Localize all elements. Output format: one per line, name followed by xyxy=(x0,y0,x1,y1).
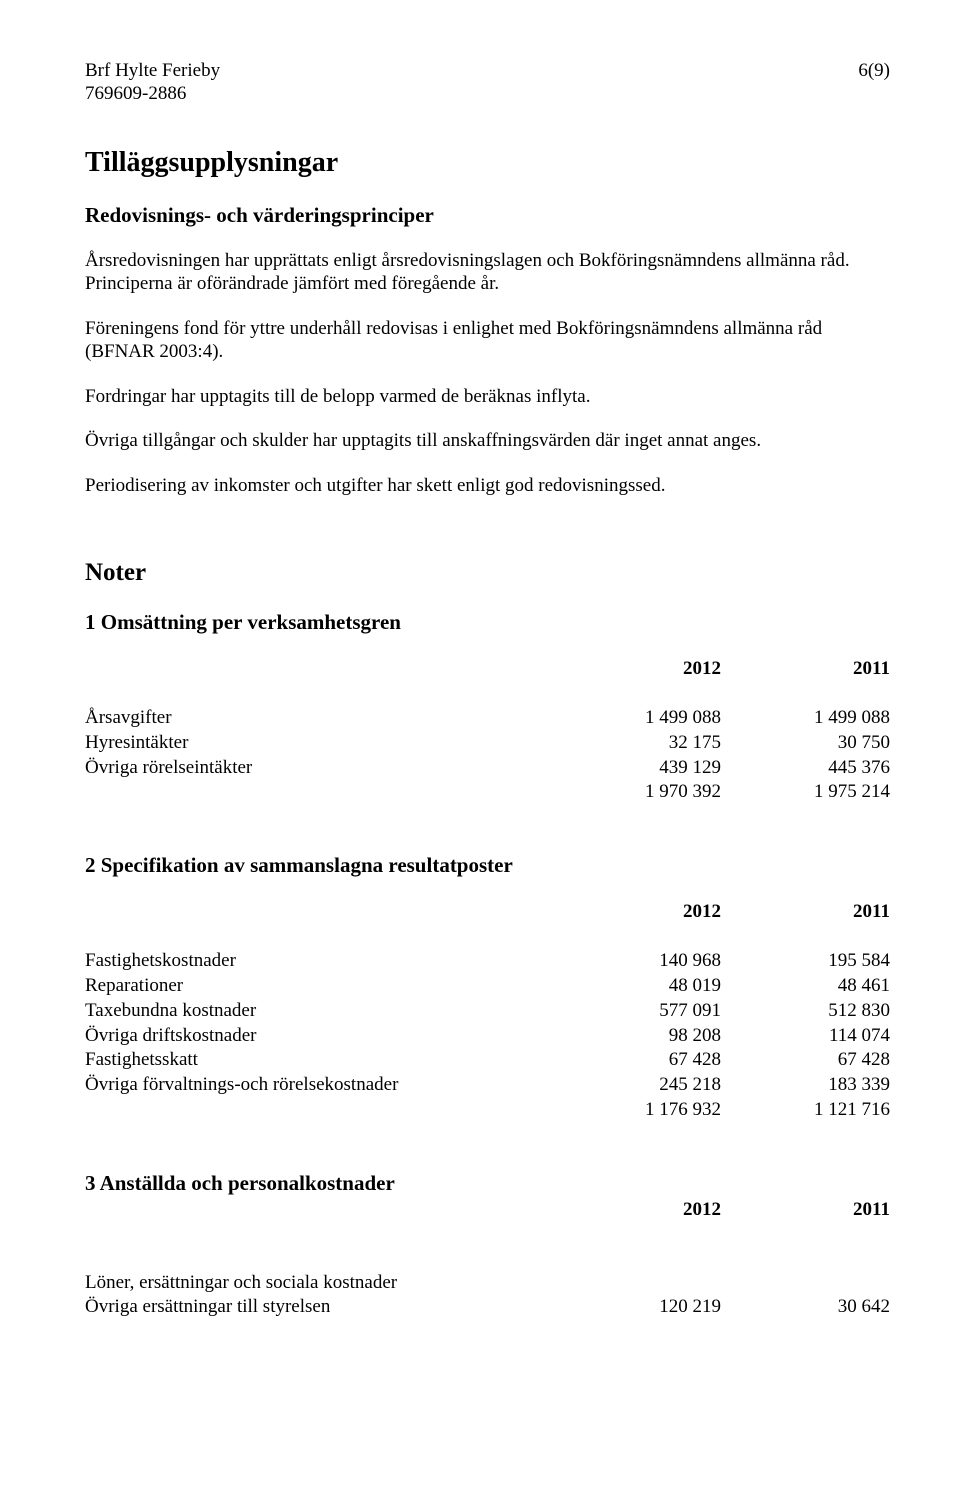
row-val-a: 140 968 xyxy=(552,949,721,974)
row-label: Övriga ersättningar till styrelsen xyxy=(85,1295,552,1320)
row-val-a: 67 428 xyxy=(552,1048,721,1073)
row-label: Årsavgifter xyxy=(85,706,552,731)
total-b: 1 975 214 xyxy=(721,780,890,805)
row-label: Reparationer xyxy=(85,974,552,999)
table-row: Övriga driftskostnader 98 208 114 074 xyxy=(85,1024,890,1049)
row-val-a: 439 129 xyxy=(552,756,721,781)
table-row: Taxebundna kostnader 577 091 512 830 xyxy=(85,999,890,1024)
note1-title: 1 Omsättning per verksamhetsgren xyxy=(85,610,890,635)
principles-p4: Övriga tillgångar och skulder har upptag… xyxy=(85,430,890,453)
note3-table: 2012 2011 Löner, ersättningar och social… xyxy=(85,1198,890,1320)
row-val-a: 120 219 xyxy=(552,1295,721,1320)
row-val-b: 512 830 xyxy=(721,999,890,1024)
principles-p2: Föreningens fond för yttre underhåll red… xyxy=(85,318,890,364)
note3-title: 3 Anställda och personalkostnader xyxy=(85,1171,890,1196)
noter-heading: Noter xyxy=(85,558,890,588)
year-col-a: 2012 xyxy=(552,900,721,925)
org-number: 769609-2886 xyxy=(85,83,220,106)
main-heading: Tilläggsupplysningar xyxy=(85,146,890,180)
row-val-b: 1 499 088 xyxy=(721,706,890,731)
year-col-a: 2012 xyxy=(552,1198,721,1223)
principles-p1: Årsredovisningen har upprättats enligt å… xyxy=(85,250,890,296)
note2-title: 2 Specifikation av sammanslagna resultat… xyxy=(85,853,890,878)
table-subheading-row: Löner, ersättningar och sociala kostnade… xyxy=(85,1271,890,1296)
row-val-b: 30 642 xyxy=(721,1295,890,1320)
note1-table: 2012 2011 Årsavgifter 1 499 088 1 499 08… xyxy=(85,657,890,805)
total-a: 1 176 932 xyxy=(552,1098,721,1123)
row-val-b: 48 461 xyxy=(721,974,890,999)
table-row: Fastighetsskatt 67 428 67 428 xyxy=(85,1048,890,1073)
row-val-a: 48 019 xyxy=(552,974,721,999)
principles-p3: Fordringar har upptagits till de belopp … xyxy=(85,386,890,409)
row-label: Övriga rörelseintäkter xyxy=(85,756,552,781)
row-label: Fastighetskostnader xyxy=(85,949,552,974)
year-col-b: 2011 xyxy=(721,1198,890,1223)
principles-p5: Periodisering av inkomster och utgifter … xyxy=(85,475,890,498)
table-row: Årsavgifter 1 499 088 1 499 088 xyxy=(85,706,890,731)
org-name: Brf Hylte Ferieby xyxy=(85,60,220,83)
row-val-a: 577 091 xyxy=(552,999,721,1024)
table-row: Övriga förvaltnings-och rörelsekostnader… xyxy=(85,1073,890,1098)
table-row: Reparationer 48 019 48 461 xyxy=(85,974,890,999)
table-row: Övriga rörelseintäkter 439 129 445 376 xyxy=(85,756,890,781)
sub-heading: Löner, ersättningar och sociala kostnade… xyxy=(85,1271,552,1296)
row-label: Övriga driftskostnader xyxy=(85,1024,552,1049)
row-val-a: 98 208 xyxy=(552,1024,721,1049)
row-val-b: 30 750 xyxy=(721,731,890,756)
table-row: Övriga ersättningar till styrelsen 120 2… xyxy=(85,1295,890,1320)
table-header-row: 2012 2011 xyxy=(85,900,890,925)
row-label: Fastighetsskatt xyxy=(85,1048,552,1073)
row-val-b: 195 584 xyxy=(721,949,890,974)
row-label: Taxebundna kostnader xyxy=(85,999,552,1024)
row-val-a: 32 175 xyxy=(552,731,721,756)
table-header-row: 2012 2011 xyxy=(85,657,890,682)
table-row: Hyresintäkter 32 175 30 750 xyxy=(85,731,890,756)
year-col-a: 2012 xyxy=(552,657,721,682)
row-label: Hyresintäkter xyxy=(85,731,552,756)
row-val-a: 1 499 088 xyxy=(552,706,721,731)
total-b: 1 121 716 xyxy=(721,1098,890,1123)
table-header-row: 2012 2011 xyxy=(85,1198,890,1223)
note2-table: 2012 2011 Fastighetskostnader 140 968 19… xyxy=(85,900,890,1122)
page-header: Brf Hylte Ferieby 769609-2886 6(9) xyxy=(85,60,890,106)
total-a: 1 970 392 xyxy=(552,780,721,805)
row-label: Övriga förvaltnings-och rörelsekostnader xyxy=(85,1073,552,1098)
row-val-b: 67 428 xyxy=(721,1048,890,1073)
page-number: 6(9) xyxy=(858,60,890,83)
row-val-a: 245 218 xyxy=(552,1073,721,1098)
table-total-row: 1 176 932 1 121 716 xyxy=(85,1098,890,1123)
table-row: Fastighetskostnader 140 968 195 584 xyxy=(85,949,890,974)
row-val-b: 183 339 xyxy=(721,1073,890,1098)
year-col-b: 2011 xyxy=(721,657,890,682)
year-col-b: 2011 xyxy=(721,900,890,925)
org-block: Brf Hylte Ferieby 769609-2886 xyxy=(85,60,220,106)
row-val-b: 114 074 xyxy=(721,1024,890,1049)
row-val-b: 445 376 xyxy=(721,756,890,781)
principles-heading: Redovisnings- och värderingsprinciper xyxy=(85,203,890,228)
table-total-row: 1 970 392 1 975 214 xyxy=(85,780,890,805)
